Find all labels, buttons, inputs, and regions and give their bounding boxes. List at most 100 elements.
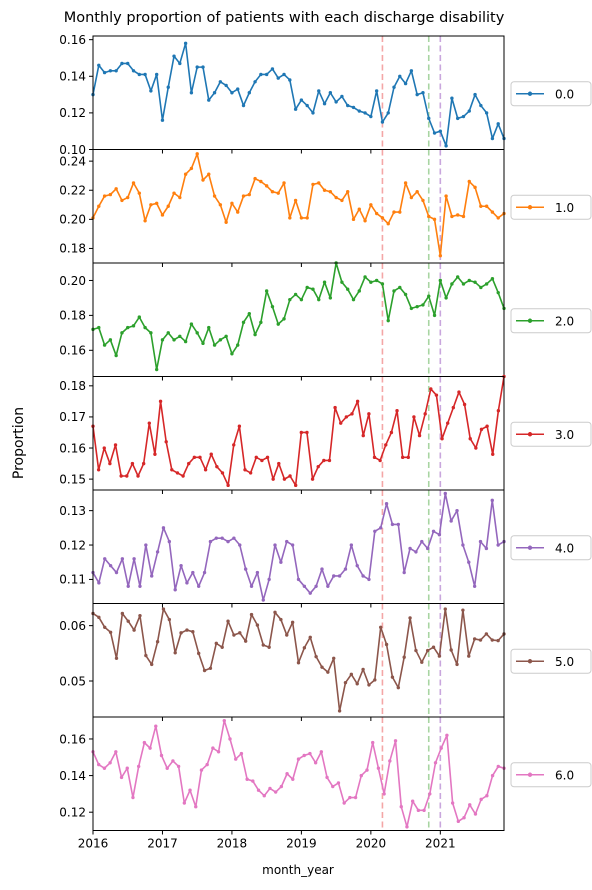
- x-tick-label: 2017: [147, 837, 178, 851]
- data-point: [155, 550, 160, 554]
- data-point: [290, 543, 295, 547]
- data-point: [408, 546, 412, 551]
- data-point: [131, 69, 136, 73]
- data-point: [328, 296, 333, 300]
- data-point: [337, 709, 342, 713]
- data-point: [479, 427, 484, 432]
- data-point: [191, 630, 195, 634]
- panel-6: 0.12 0.14 0.16 6.0 2016 2017 2018 2019 2020 2021: [59, 716, 592, 851]
- legend-box: [510, 308, 592, 334]
- data-point: [230, 352, 234, 356]
- data-point: [203, 468, 208, 472]
- data-point: [484, 546, 489, 551]
- data-point: [479, 204, 483, 208]
- data-point: [205, 762, 209, 767]
- data-point: [417, 433, 422, 438]
- data-point: [166, 331, 170, 335]
- data-point: [473, 185, 477, 190]
- data-point: [326, 670, 330, 674]
- y-tick-label: 0.18: [59, 242, 86, 256]
- data-point: [378, 458, 382, 463]
- data-point: [380, 216, 385, 220]
- data-point: [359, 773, 363, 778]
- data-point: [396, 522, 401, 527]
- data-point: [473, 92, 477, 97]
- data-point: [144, 653, 148, 658]
- y-tick-label: 0.15: [59, 472, 86, 486]
- data-point: [218, 338, 223, 342]
- data-point: [161, 607, 166, 611]
- data-point: [282, 317, 286, 321]
- data-point: [328, 190, 333, 194]
- data-point: [282, 72, 286, 77]
- data-point: [320, 567, 324, 571]
- data-point: [183, 41, 188, 46]
- data-point: [327, 458, 332, 463]
- data-point: [420, 660, 424, 664]
- data-point: [398, 74, 402, 78]
- data-point: [490, 638, 494, 642]
- data-point: [187, 461, 191, 466]
- y-tick-label: 0.10: [59, 143, 86, 157]
- panel-1: 0.18 0.20 0.22 0.24 1.0: [59, 149, 592, 267]
- data-point: [209, 452, 213, 456]
- data-point: [392, 289, 396, 293]
- data-point: [290, 620, 295, 625]
- y-tick-label: 0.12: [59, 805, 86, 819]
- data-point: [236, 343, 240, 347]
- data-point: [114, 570, 119, 575]
- data-point: [126, 325, 130, 330]
- data-point: [102, 194, 107, 198]
- data-point: [178, 195, 182, 200]
- data-point: [260, 458, 264, 463]
- data-point: [198, 455, 202, 460]
- x-tick-label: 2018: [217, 837, 248, 851]
- data-point: [215, 464, 219, 469]
- data-point: [238, 631, 242, 635]
- y-tick-label: 0.20: [59, 274, 86, 288]
- data-point: [251, 779, 255, 783]
- data-point: [376, 766, 381, 770]
- data-point: [455, 275, 460, 279]
- data-point: [150, 574, 154, 578]
- x-axis-label: month_year: [262, 863, 334, 877]
- data-point: [357, 289, 361, 293]
- data-point: [108, 338, 113, 342]
- data-point: [320, 665, 324, 669]
- legend-label: 6.0: [555, 768, 574, 782]
- data-point: [479, 103, 483, 108]
- y-tick-label: 0.06: [59, 619, 86, 633]
- data-point: [427, 116, 431, 121]
- data-point: [207, 98, 211, 102]
- data-point: [349, 543, 354, 547]
- data-point: [462, 815, 466, 820]
- legend-marker: [527, 318, 533, 323]
- data-point: [432, 131, 437, 135]
- data-point: [259, 72, 263, 77]
- data-point: [402, 655, 406, 659]
- data-point: [224, 83, 228, 88]
- data-point: [472, 584, 477, 588]
- y-tick-label: 0.16: [59, 33, 86, 47]
- data-point: [467, 278, 471, 283]
- series-line: [92, 153, 505, 257]
- data-point: [230, 201, 234, 206]
- data-point: [311, 182, 315, 187]
- data-point: [445, 733, 449, 738]
- data-point: [165, 766, 169, 770]
- data-point: [355, 682, 359, 686]
- legend-marker: [527, 432, 533, 437]
- series-line: [92, 719, 505, 828]
- data-point: [340, 280, 344, 284]
- data-point: [179, 563, 183, 568]
- data-point: [325, 775, 329, 780]
- data-point: [393, 739, 398, 743]
- y-tick-label: 0.14: [59, 769, 86, 783]
- y-axis-label: Proportion: [11, 407, 27, 479]
- data-point: [305, 103, 309, 108]
- data-point: [479, 285, 483, 290]
- data-point: [409, 69, 414, 73]
- data-point: [333, 405, 337, 410]
- series-line: [92, 608, 505, 712]
